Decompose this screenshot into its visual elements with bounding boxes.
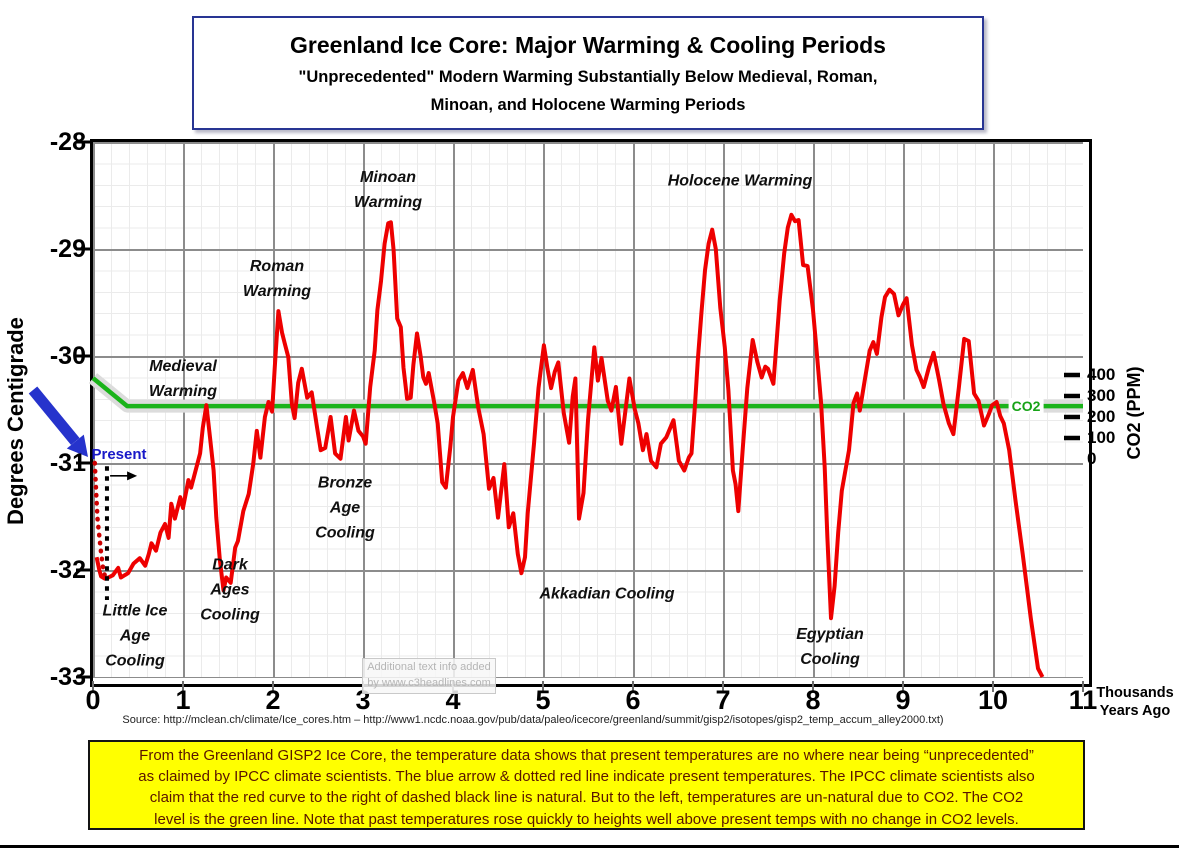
co2-label: CO2 [1008,398,1044,414]
x-axis-tick-label: 2 [265,685,281,715]
present-label: Present [91,446,147,463]
bottom-rule [0,845,1179,848]
x-axis-tick-label: 8 [805,685,821,715]
note-line-3: claim that the red curve to the right of… [149,789,1024,807]
watermark-line1: Additional text info added [367,661,491,673]
watermark-line2: by www.c3headlines.com [367,677,491,689]
chart-annotation: Akkadian Cooling [539,585,675,603]
x-axis-tick-label: 9 [895,685,911,715]
chart-annotation: Roman Warming [242,258,312,300]
chart-title: Greenland Ice Core: Major Warming & Cool… [290,32,886,58]
x-axis-unit-line1: Thousands [1096,685,1174,701]
chart-title-box: Greenland Ice Core: Major Warming & Cool… [192,16,984,130]
co2-axis-tick-label: 0 [1087,449,1097,468]
y-axis-tick-label: -28 [49,128,86,156]
chart-annotation: Egyptian Cooling [796,626,864,668]
y-axis-tick-label: -29 [49,235,86,263]
x-axis-unit-label: Thousands Years Ago [1095,684,1175,720]
chart-annotation: Holocene Warming [667,172,813,190]
co2-axis-tick-label: 100 [1087,428,1116,447]
chart-annotation: Dark Ages Cooling [200,556,260,624]
x-axis-tick-label: 7 [715,685,731,715]
chart-annotation: Bronze Age Cooling [315,474,375,542]
y-axis-tick-label: -32 [49,556,86,584]
x-axis-tick-label: 0 [85,685,101,715]
note-line-4: level is the green line. Note that past … [154,810,1019,828]
right-axis-label: CO2 (PPM) [1124,366,1144,460]
y-axis-tick-label: -33 [49,663,86,691]
x-axis-unit-line2: Years Ago [1099,703,1171,719]
x-axis-tick-label: 1 [175,685,191,715]
y-axis-tick-label: -31 [49,449,86,477]
y-axis-tick-label: -30 [49,342,86,370]
co2-axis-tick-label: 300 [1087,386,1116,405]
note-line-2: as claimed by IPCC climate scientists. T… [138,768,1035,786]
note-line-1: From the Greenland GISP2 Ice Core, the t… [139,747,1034,764]
source-citation: Source: http://mclean.ch/climate/Ice_cor… [122,714,944,726]
x-axis-tick-label: 6 [625,685,641,715]
present-blue-arrow [28,386,88,457]
left-axis-ticks [76,140,90,679]
x-axis-tick-label: 5 [535,685,551,715]
x-axis-tick-label: 10 [977,685,1009,715]
chart-subtitle-line1: "Unprecedented" Modern Warming Substanti… [298,68,878,86]
watermark-box: Additional text info added by www.c3head… [362,658,496,694]
chart-subtitle-line2: Minoan, and Holocene Warming Periods [430,96,746,114]
chart-annotation: Little Ice Age Cooling [102,602,168,670]
plot-border [90,139,1092,687]
note-box: From the Greenland GISP2 Ice Core, the t… [88,740,1085,830]
chart-annotation: Minoan Warming [353,169,423,211]
co2-axis-tick-label: 400 [1087,365,1116,384]
x-axis-tick-label: 11 [1068,685,1098,715]
chart-annotation: Medieval Warming [148,358,218,400]
co2-axis-tick-label: 200 [1087,407,1116,426]
